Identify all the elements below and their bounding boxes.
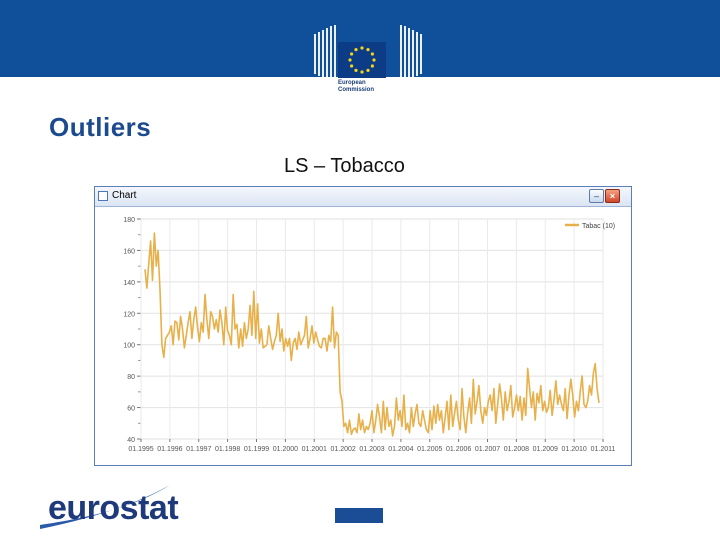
ec-label-line2: Commission bbox=[338, 87, 375, 93]
x-tick-label: 01.1995 bbox=[128, 446, 153, 453]
x-tick-label: 01.2005 bbox=[417, 446, 442, 453]
minimize-button[interactable]: – bbox=[589, 189, 604, 203]
close-button[interactable]: × bbox=[605, 189, 620, 203]
window-title: Chart bbox=[112, 190, 137, 201]
y-tick-label: 40 bbox=[127, 437, 135, 444]
y-tick-label: 180 bbox=[123, 217, 135, 224]
european-commission-label: European Commission bbox=[338, 80, 374, 94]
ec-label-line1: European bbox=[338, 80, 366, 86]
european-commission-logo bbox=[314, 25, 422, 83]
x-tick-label: 01.2010 bbox=[561, 446, 586, 453]
x-tick-label: 01.2004 bbox=[388, 446, 413, 453]
y-tick-label: 140 bbox=[123, 280, 135, 287]
y-tick-label: 80 bbox=[127, 374, 135, 381]
x-tick-label: 01.1998 bbox=[215, 446, 240, 453]
legend-label: Tabac (10) bbox=[582, 223, 615, 230]
series-line-tabac bbox=[144, 232, 600, 437]
x-tick-label: 01.1996 bbox=[157, 446, 182, 453]
x-tick-label: 01.2001 bbox=[302, 446, 327, 453]
y-tick-label: 160 bbox=[123, 248, 135, 255]
x-tick-label: 01.2000 bbox=[273, 446, 298, 453]
y-tick-label: 100 bbox=[123, 343, 135, 350]
x-tick-label: 01.2009 bbox=[533, 446, 558, 453]
tobacco-line-chart: 180 160 140 120 100 80 60 40 01.1995 01.1996 01.19… bbox=[123, 217, 616, 453]
x-tick-label: 01.2008 bbox=[504, 446, 529, 453]
x-tick-label: 01.2006 bbox=[446, 446, 471, 453]
x-tick-label: 01.1999 bbox=[244, 446, 269, 453]
y-tick-label: 60 bbox=[127, 406, 135, 413]
window-titlebar[interactable]: Chart – × bbox=[95, 187, 631, 207]
x-tick-label: 01.2003 bbox=[359, 446, 384, 453]
y-tick-label: 120 bbox=[123, 311, 135, 318]
chart-window: Chart – × 180 160 140 120 100 80 60 40 01.1995 01… bbox=[94, 186, 632, 466]
x-tick-label: 01.2007 bbox=[475, 446, 500, 453]
eurostat-logo: eurostat bbox=[48, 489, 179, 527]
chart-heading: LS – Tobacco bbox=[284, 155, 405, 177]
x-tick-label: 01.2011 bbox=[591, 446, 616, 453]
eurostat-swoosh-icon bbox=[40, 485, 170, 529]
x-tick-label: 01.2002 bbox=[330, 446, 355, 453]
window-app-icon bbox=[98, 191, 108, 201]
x-tick-label: 01.1997 bbox=[186, 446, 211, 453]
page-title: Outliers bbox=[49, 112, 152, 142]
footer-blue-box bbox=[335, 508, 383, 523]
